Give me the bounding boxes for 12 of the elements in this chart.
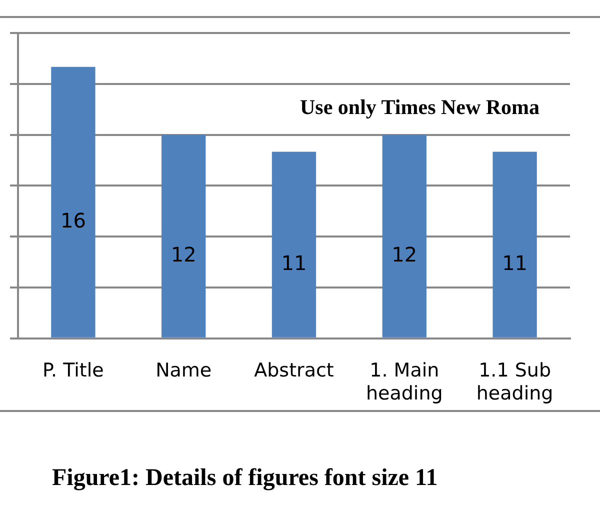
data-label: 16: [60, 208, 86, 232]
caption: Figure1: Details of figures font size 11: [52, 465, 438, 492]
data-label: 11: [502, 250, 528, 275]
data-label: 12: [170, 242, 196, 266]
x-tick-label: Name: [156, 360, 212, 382]
data-label: 12: [392, 242, 418, 266]
x-tick-label: Abstract: [254, 360, 334, 382]
annotation: Use only Times New Roma: [300, 95, 540, 120]
x-tick-label: P. Title: [42, 360, 104, 382]
data-label: 11: [281, 250, 307, 275]
x-tick-label: 1.1 Sub heading: [476, 360, 554, 405]
x-tick-label: 1. Main heading: [366, 360, 443, 405]
